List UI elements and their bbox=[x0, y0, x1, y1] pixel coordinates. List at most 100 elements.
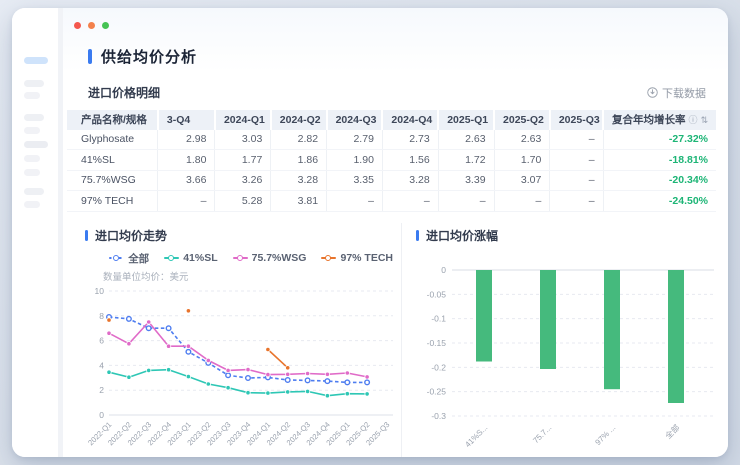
svg-text:8: 8 bbox=[99, 310, 104, 320]
col-header[interactable]: 2024-Q4 bbox=[382, 110, 440, 130]
table-section-title: 进口价格明细 bbox=[88, 86, 161, 100]
price-cell: – bbox=[549, 170, 604, 191]
price-cell: – bbox=[549, 190, 604, 212]
download-data-button[interactable]: 下载数据 bbox=[647, 85, 706, 101]
page-title: 供给均价分析 bbox=[88, 46, 716, 67]
price-cell: 3.26 bbox=[214, 170, 272, 191]
price-cell: – bbox=[549, 129, 604, 150]
price-cell: 1.86 bbox=[270, 149, 328, 171]
svg-text:-0.15: -0.15 bbox=[427, 338, 447, 348]
minimize-window-icon[interactable] bbox=[88, 22, 95, 29]
price-cell: – bbox=[326, 190, 383, 212]
col-header[interactable]: 2025-Q3 bbox=[549, 110, 605, 130]
svg-text:6: 6 bbox=[99, 335, 104, 345]
bar-chart-title: 进口均价涨幅 bbox=[426, 228, 499, 243]
window-controls bbox=[74, 22, 109, 29]
svg-text:-0.3: -0.3 bbox=[431, 411, 446, 421]
legend-item[interactable]: 41%SL bbox=[164, 252, 218, 264]
app-window: 供给均价分析 进口价格明细 下载数据 产品名称/规格 3-Q4 2024-Q1 202… bbox=[12, 8, 728, 457]
bar-chart-card: 进口均价涨幅 0 -0.05 -0.1 -0.15 -0.2 -0.25 -0.3 41%S.… bbox=[402, 223, 722, 458]
col-header[interactable]: 2025-Q2 bbox=[494, 110, 551, 130]
col-header[interactable]: 3-Q4 bbox=[157, 110, 216, 130]
price-cell: 3.07 bbox=[494, 170, 551, 191]
chart-legend: 全部 41%SL 75.7%WSG 97% TECH bbox=[85, 251, 397, 266]
price-cell: 2.63 bbox=[494, 129, 551, 150]
col-header-cagr[interactable]: 复合年均增长率 ⓘ ⇅ bbox=[603, 110, 716, 130]
svg-text:0: 0 bbox=[99, 410, 104, 420]
table-header: 产品名称/规格 3-Q4 2024-Q1 2024-Q2 2024-Q3 2024-Q4 2… bbox=[67, 110, 716, 130]
price-cell: 2.73 bbox=[382, 129, 439, 150]
table-row: Glyphosate 2.98 3.03 2.82 2.79 2.73 2.63 2.63– -… bbox=[67, 129, 716, 150]
svg-text:-0.2: -0.2 bbox=[431, 362, 446, 372]
line-chart: 02468102022-Q12022-Q22022-Q32022-Q42023-… bbox=[86, 286, 393, 447]
price-cell: 2.98 bbox=[157, 129, 216, 150]
cagr-cell: -18.81% bbox=[603, 149, 716, 171]
sidebar-item[interactable] bbox=[24, 155, 40, 162]
sidebar-item[interactable] bbox=[24, 80, 44, 87]
product-name: 41%SL bbox=[67, 149, 159, 171]
sidebar-skeleton bbox=[12, 8, 58, 457]
maximize-window-icon[interactable] bbox=[102, 22, 109, 29]
cagr-cell: -20.34% bbox=[603, 170, 716, 191]
price-cell: 1.56 bbox=[382, 149, 439, 171]
sidebar-item[interactable] bbox=[24, 141, 48, 148]
legend-item[interactable]: 75.7%WSG bbox=[232, 252, 306, 264]
legend-marker-icon bbox=[232, 254, 248, 262]
sidebar-item[interactable] bbox=[24, 169, 40, 176]
sidebar-item[interactable] bbox=[24, 201, 40, 208]
product-name: 97% TECH bbox=[67, 190, 159, 212]
col-header[interactable]: 2024-Q3 bbox=[326, 110, 384, 130]
price-cell: 1.77 bbox=[214, 149, 272, 171]
legend-item[interactable]: 全部 bbox=[109, 251, 149, 266]
price-cell: – bbox=[157, 190, 216, 212]
col-header[interactable]: 2024-Q1 bbox=[214, 110, 272, 130]
product-name: Glyphosate bbox=[67, 129, 159, 150]
price-cell: 3.35 bbox=[326, 170, 383, 191]
price-cell: 2.79 bbox=[326, 129, 383, 150]
price-cell: 1.80 bbox=[157, 149, 216, 171]
price-cell: 1.72 bbox=[438, 149, 495, 171]
svg-text:97% ...: 97% ... bbox=[593, 423, 617, 447]
svg-text:全部: 全部 bbox=[663, 422, 681, 440]
sidebar-item[interactable] bbox=[24, 114, 44, 121]
price-cell: 5.28 bbox=[214, 190, 272, 212]
bar-chart: 0 -0.05 -0.1 -0.15 -0.2 -0.25 -0.3 41%S... 75.7.… bbox=[427, 265, 714, 449]
legend-item[interactable]: 97% TECH bbox=[321, 252, 393, 264]
bar bbox=[540, 269, 556, 369]
page-title-text: 供给均价分析 bbox=[101, 49, 198, 66]
table-row: 41%SL 1.80 1.77 1.86 1.90 1.56 1.72 1.70– -18.81… bbox=[67, 149, 716, 171]
svg-text:-0.25: -0.25 bbox=[427, 386, 447, 396]
svg-text:2: 2 bbox=[99, 385, 104, 395]
sidebar-divider bbox=[58, 8, 63, 457]
price-cell: 3.28 bbox=[270, 170, 328, 191]
close-window-icon[interactable] bbox=[74, 22, 81, 29]
price-cell: – bbox=[549, 149, 604, 171]
price-cell: 2.82 bbox=[270, 129, 328, 150]
download-icon bbox=[647, 87, 658, 98]
sidebar-item-active[interactable] bbox=[24, 57, 48, 64]
price-table: 产品名称/规格 3-Q4 2024-Q1 2024-Q2 2024-Q3 2024-Q4 2… bbox=[67, 110, 716, 212]
svg-text:41%S...: 41%S... bbox=[463, 423, 489, 449]
col-header[interactable]: 产品名称/规格 bbox=[67, 110, 159, 130]
svg-text:0: 0 bbox=[441, 265, 446, 275]
line-chart-title: 进口均价走势 bbox=[95, 228, 168, 243]
sort-icon[interactable]: ⇅ bbox=[700, 115, 709, 126]
svg-text:-0.05: -0.05 bbox=[427, 289, 447, 299]
bar bbox=[668, 269, 684, 403]
col-header[interactable]: 2025-Q1 bbox=[438, 110, 496, 130]
chart-title-accent-bar bbox=[85, 229, 88, 241]
cagr-cell: -24.50% bbox=[603, 190, 716, 212]
sidebar-item[interactable] bbox=[24, 188, 44, 195]
sidebar-item[interactable] bbox=[24, 92, 40, 99]
svg-text:4: 4 bbox=[99, 360, 104, 370]
main-content: 供给均价分析 进口价格明细 下载数据 产品名称/规格 3-Q4 2024-Q1 202… bbox=[63, 8, 728, 457]
table-row: 97% TECH –5.28 3.81– – – – – -24.50% bbox=[67, 190, 716, 212]
col-header[interactable]: 2024-Q2 bbox=[270, 110, 328, 130]
svg-text:75.7...: 75.7... bbox=[531, 423, 553, 445]
price-cell: 3.39 bbox=[438, 170, 495, 191]
table-row: 75.7%WSG 3.66 3.26 3.28 3.35 3.28 3.39 3.07– -20… bbox=[67, 170, 716, 191]
line-chart-card: 进口均价走势 全部 41%SL 75.7%WSG 97% TECH 数量单位均价… bbox=[67, 222, 402, 457]
info-icon[interactable]: ⓘ bbox=[688, 115, 698, 126]
sidebar-item[interactable] bbox=[24, 127, 40, 134]
price-cell: 1.90 bbox=[326, 149, 383, 171]
